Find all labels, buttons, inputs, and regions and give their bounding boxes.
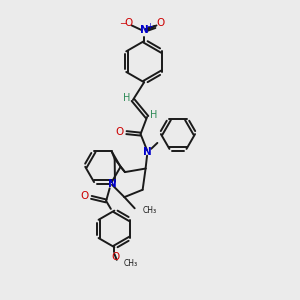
- Text: N: N: [108, 179, 116, 189]
- Text: O: O: [111, 253, 119, 262]
- Text: CH₃: CH₃: [143, 206, 157, 215]
- Text: CH₃: CH₃: [124, 260, 138, 268]
- Text: H: H: [150, 110, 157, 120]
- Text: O: O: [81, 191, 89, 201]
- Text: O: O: [116, 127, 124, 137]
- Text: +: +: [147, 22, 153, 31]
- Text: O: O: [156, 17, 164, 28]
- Text: O: O: [124, 17, 132, 28]
- Text: N: N: [140, 25, 148, 35]
- Text: H: H: [123, 93, 130, 103]
- Text: −: −: [119, 20, 126, 28]
- Text: N: N: [143, 147, 152, 157]
